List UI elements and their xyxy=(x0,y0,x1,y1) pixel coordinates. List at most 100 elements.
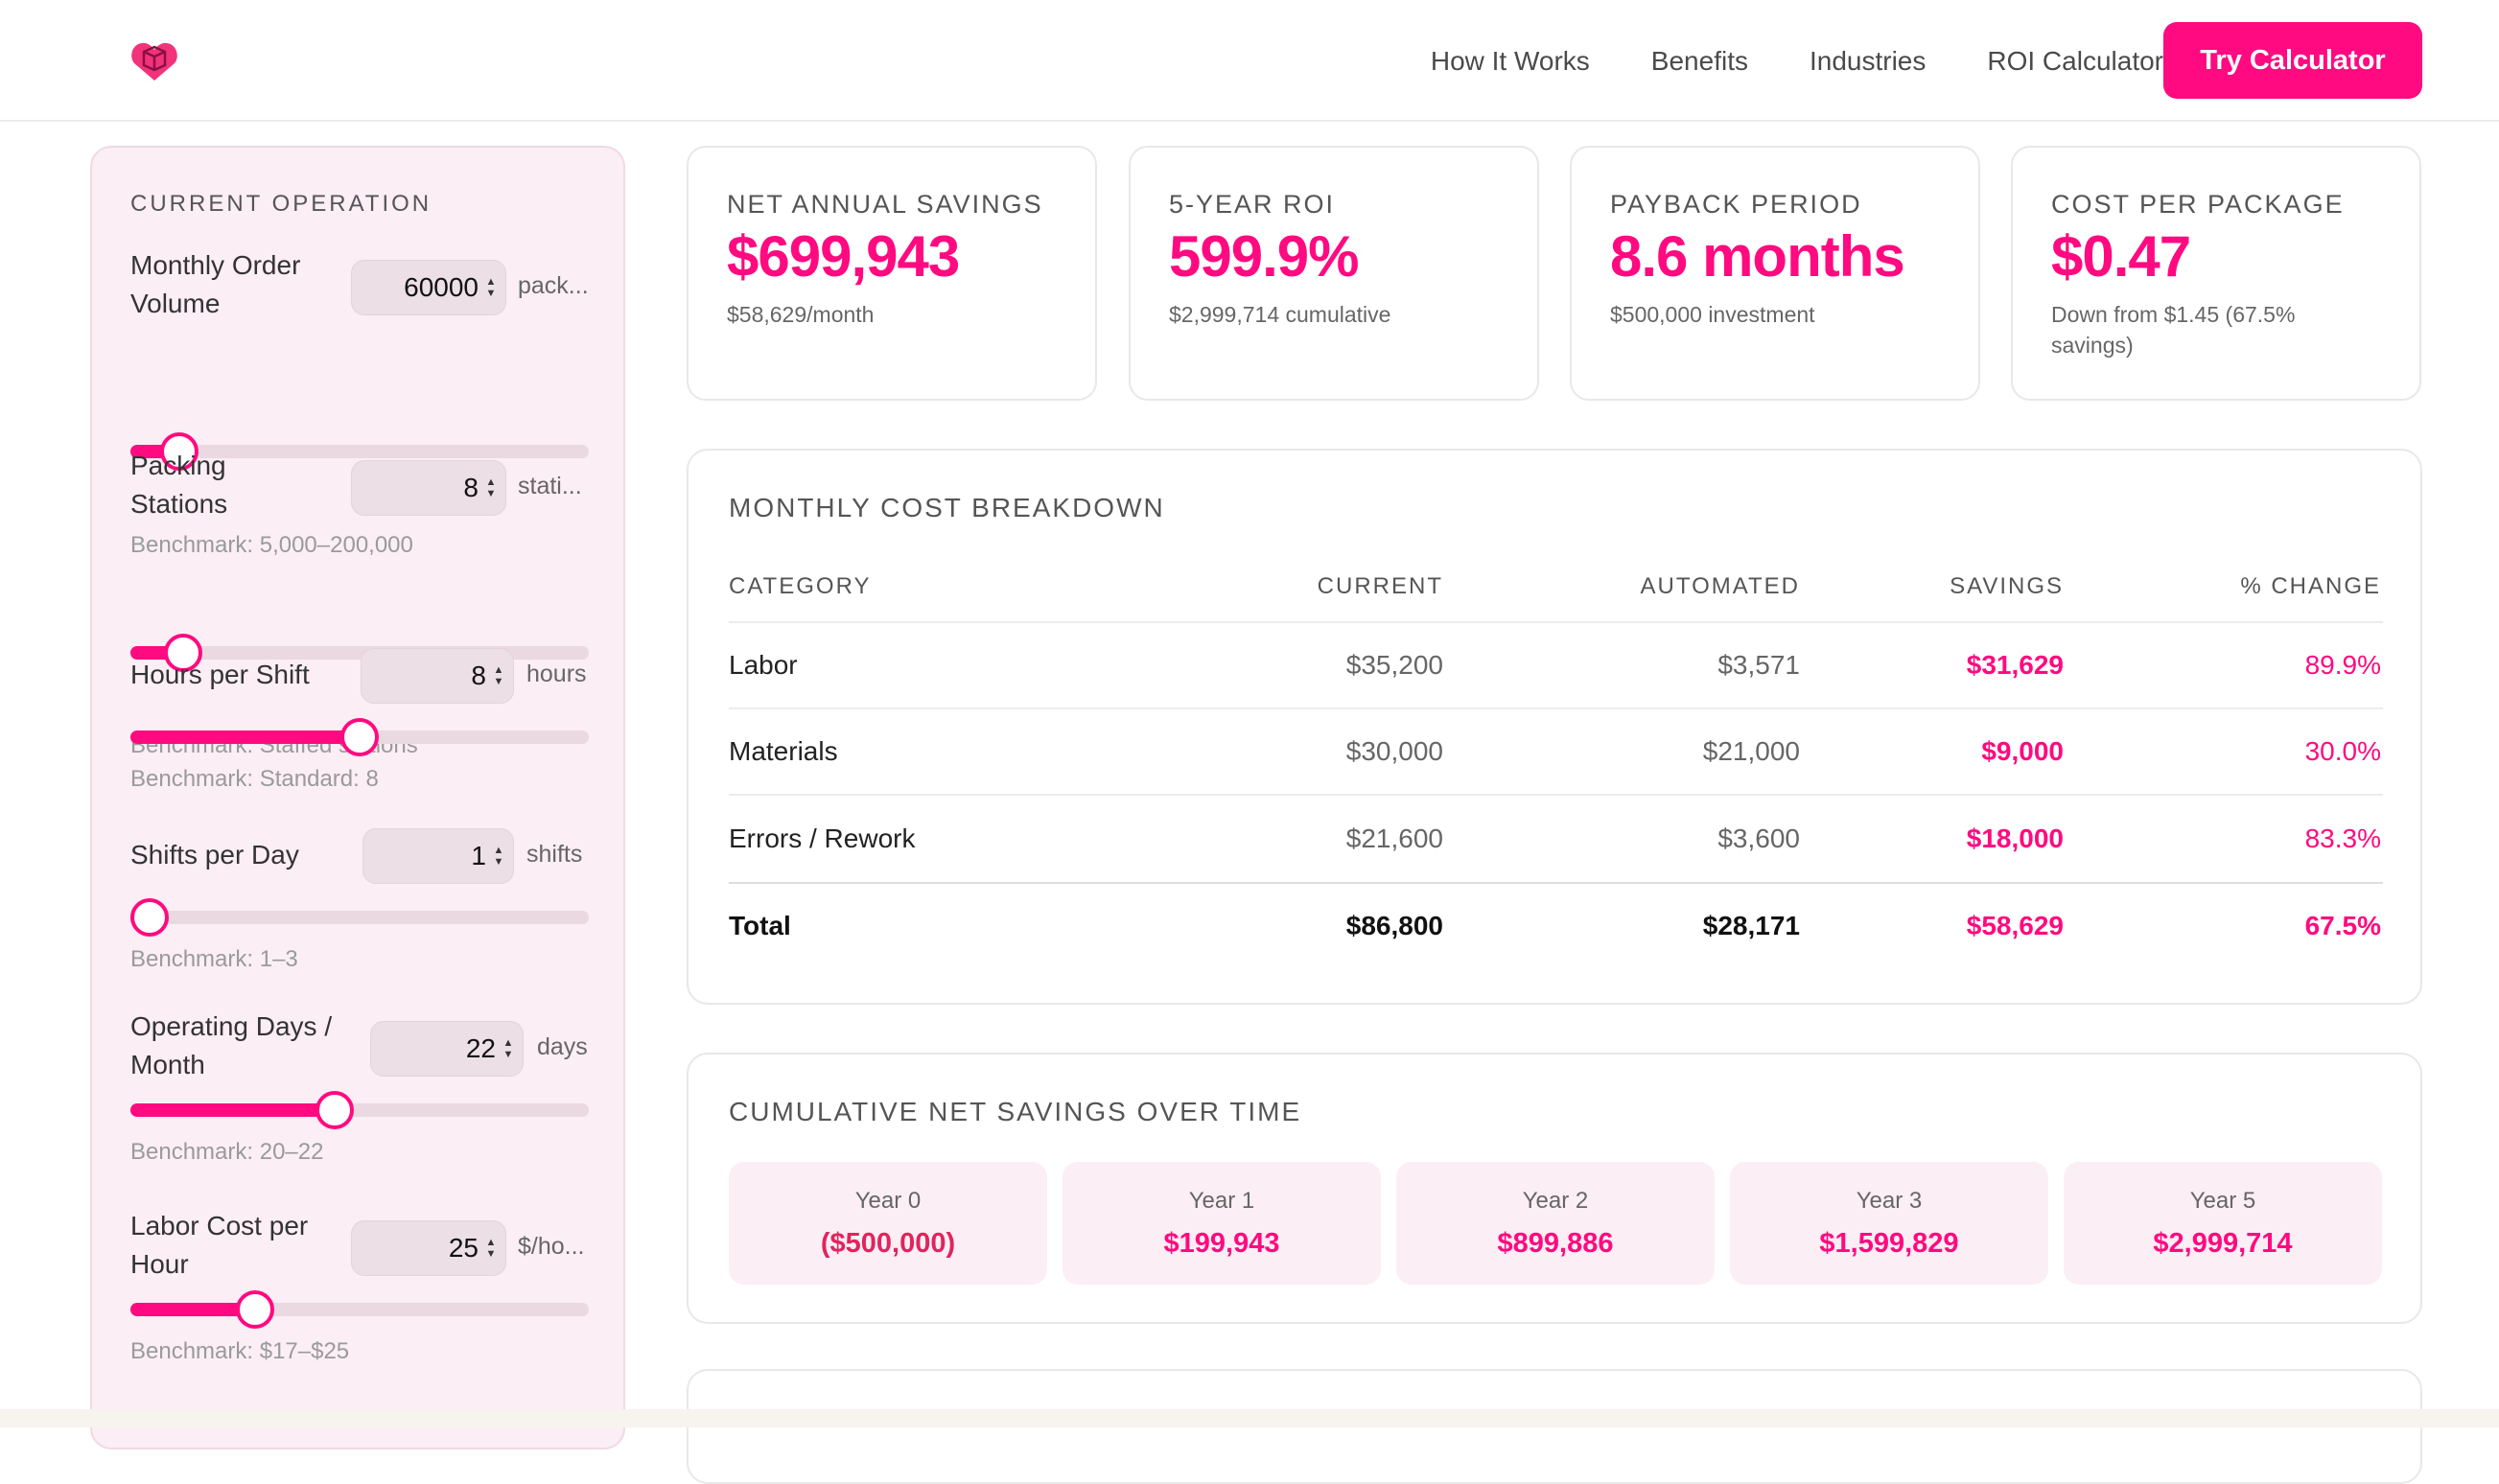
field-unit: stati... xyxy=(518,473,582,499)
labor-cost-input[interactable]: 25 ▲ ▼ xyxy=(351,1220,506,1276)
kpi-value: $0.47 xyxy=(2051,224,2191,289)
operating-days-slider[interactable] xyxy=(130,1091,589,1129)
year-label: Year 1 xyxy=(1188,1187,1255,1214)
table-row: Labor $35,200 $3,571 $31,629 89.9% xyxy=(729,623,2383,709)
try-calculator-button[interactable]: Try Calculator xyxy=(2163,22,2422,99)
cell-change: 30.0% xyxy=(2304,736,2381,766)
stepper-icon[interactable]: ▲ ▼ xyxy=(485,276,497,299)
top-nav: How It Works Benefits Industries ROI Cal… xyxy=(0,0,2499,122)
kpi-subtext: $2,999,714 cumulative xyxy=(1169,302,1391,327)
table-header: CATEGORY CURRENT AUTOMATED SAVINGS % CHA… xyxy=(729,551,2383,623)
stepper-icon[interactable]: ▲ ▼ xyxy=(493,845,504,868)
current-operation-panel: CURRENT OPERATION Monthly Order Volume 6… xyxy=(90,146,625,1449)
year-tiles: Year 0 ($500,000) Year 1 $199,943 Year 2… xyxy=(729,1162,2382,1285)
year-label: Year 2 xyxy=(1522,1187,1589,1214)
input-value: 1 xyxy=(471,841,486,870)
cost-breakdown-table: CATEGORY CURRENT AUTOMATED SAVINGS % CHA… xyxy=(729,551,2383,968)
year-tile: Year 3 $1,599,829 xyxy=(1730,1162,2048,1285)
packing-stations-input[interactable]: 8 ▲ ▼ xyxy=(351,460,506,516)
field-unit: hours xyxy=(526,661,587,687)
column-header-current: CURRENT xyxy=(1317,572,1443,599)
labor-cost-slider[interactable] xyxy=(130,1290,589,1329)
stepper-icon[interactable]: ▲ ▼ xyxy=(485,1237,497,1260)
shifts-per-day-slider[interactable] xyxy=(130,898,589,937)
cell-category: Labor xyxy=(729,650,798,680)
year-value: $199,943 xyxy=(1163,1227,1280,1259)
field-label: Packing Stations xyxy=(130,451,228,519)
column-header-change: % CHANGE xyxy=(2240,572,2381,599)
kpi-label: NET ANNUAL SAVINGS xyxy=(727,190,1043,219)
field-unit: shifts xyxy=(526,841,583,868)
nav-link-industries[interactable]: Industries xyxy=(1809,45,1927,76)
field-label: Labor Cost per Hour xyxy=(130,1211,309,1279)
package-heart-logo[interactable] xyxy=(130,38,178,82)
cell-savings: $9,000 xyxy=(1981,736,2064,766)
nav-link-benefits[interactable]: Benefits xyxy=(1650,45,1748,76)
order-volume-input[interactable]: 60000 ▲ ▼ xyxy=(351,260,506,315)
hours-per-shift-slider[interactable] xyxy=(130,718,589,756)
field-label: Operating Days / Month xyxy=(130,1011,333,1079)
cell-current: $21,600 xyxy=(1345,823,1443,853)
column-header-automated: AUTOMATED xyxy=(1640,572,1800,599)
nav-link-how-it-works[interactable]: How It Works xyxy=(1430,45,1590,76)
cell-category: Materials xyxy=(729,736,838,766)
slider-thumb[interactable] xyxy=(315,1091,354,1129)
input-value: 22 xyxy=(465,1033,496,1063)
hours-per-shift-input[interactable]: 8 ▲ ▼ xyxy=(361,648,514,704)
stepper-icon[interactable]: ▲ ▼ xyxy=(502,1037,514,1060)
stepper-icon[interactable]: ▲ ▼ xyxy=(493,664,504,687)
column-header-category: CATEGORY xyxy=(729,572,872,599)
year-value: $899,886 xyxy=(1497,1227,1614,1259)
monthly-cost-breakdown-panel: MONTHLY COST BREAKDOWN CATEGORY CURRENT … xyxy=(687,449,2422,1005)
input-value: 25 xyxy=(448,1233,479,1263)
cumulative-savings-panel: CUMULATIVE NET SAVINGS OVER TIME Year 0 … xyxy=(687,1053,2422,1324)
kpi-value: $699,943 xyxy=(727,224,960,289)
cell-change: 83.3% xyxy=(2304,823,2381,853)
field-label: Hours per Shift xyxy=(130,660,310,689)
nav-link-roi-calculator[interactable]: ROI Calculator xyxy=(1987,45,2163,76)
year-tile: Year 2 $899,886 xyxy=(1396,1162,1715,1285)
slider-thumb[interactable] xyxy=(159,432,199,471)
cell-automated: $21,000 xyxy=(1702,736,1800,766)
sidebar-title: CURRENT OPERATION xyxy=(130,191,432,217)
cell-automated: $3,600 xyxy=(1717,823,1800,853)
slider-thumb[interactable] xyxy=(164,634,203,672)
year-tile: Year 1 $199,943 xyxy=(1063,1162,1381,1285)
kpi-net-annual-savings: NET ANNUAL SAVINGS $699,943 $58,629/mont… xyxy=(687,146,1097,401)
total-current: $86,800 xyxy=(1345,911,1443,940)
column-header-savings: SAVINGS xyxy=(1950,572,2064,599)
year-tile: Year 5 $2,999,714 xyxy=(2064,1162,2382,1285)
slider-fill xyxy=(130,1303,257,1316)
benchmark-text: Benchmark: $17–$25 xyxy=(130,1338,350,1364)
field-unit: pack... xyxy=(518,272,589,299)
table-row: Errors / Rework $21,600 $3,600 $18,000 8… xyxy=(729,796,2383,882)
order-volume-slider[interactable] xyxy=(130,432,589,471)
year-label: Year 3 xyxy=(1856,1187,1923,1214)
benchmark-text: Benchmark: Standard: 8 xyxy=(130,766,379,792)
year-value: $2,999,714 xyxy=(2153,1227,2293,1259)
kpi-label: 5-YEAR ROI xyxy=(1169,190,1336,219)
cell-category: Errors / Rework xyxy=(729,823,916,853)
kpi-value: 8.6 months xyxy=(1610,224,1905,289)
page-footer-strip xyxy=(0,1409,2499,1427)
slider-thumb[interactable] xyxy=(130,898,169,937)
slider-thumb[interactable] xyxy=(340,718,379,756)
kpi-label: PAYBACK PERIOD xyxy=(1610,190,1862,219)
year-label: Year 0 xyxy=(854,1187,922,1214)
table-total-row: Total $86,800 $28,171 $58,629 67.5% xyxy=(729,882,2383,968)
kpi-value: 599.9% xyxy=(1169,224,1360,289)
slider-fill xyxy=(130,730,362,744)
year-tile: Year 0 ($500,000) xyxy=(729,1162,1047,1285)
slider-thumb[interactable] xyxy=(235,1290,274,1329)
stepper-icon[interactable]: ▲ ▼ xyxy=(485,476,497,499)
operating-days-input[interactable]: 22 ▲ ▼ xyxy=(370,1021,524,1077)
shifts-per-day-input[interactable]: 1 ▲ ▼ xyxy=(362,828,514,884)
year-label: Year 5 xyxy=(2189,1187,2256,1214)
nav-links: How It Works Benefits Industries ROI Cal… xyxy=(1369,0,2163,122)
cell-current: $35,200 xyxy=(1345,650,1443,680)
benchmark-text: Benchmark: 1–3 xyxy=(130,946,298,972)
cell-savings: $18,000 xyxy=(1966,823,2064,853)
field-unit: days xyxy=(537,1033,588,1060)
panel-title: MONTHLY COST BREAKDOWN xyxy=(729,493,1165,522)
input-value: 60000 xyxy=(404,272,479,302)
